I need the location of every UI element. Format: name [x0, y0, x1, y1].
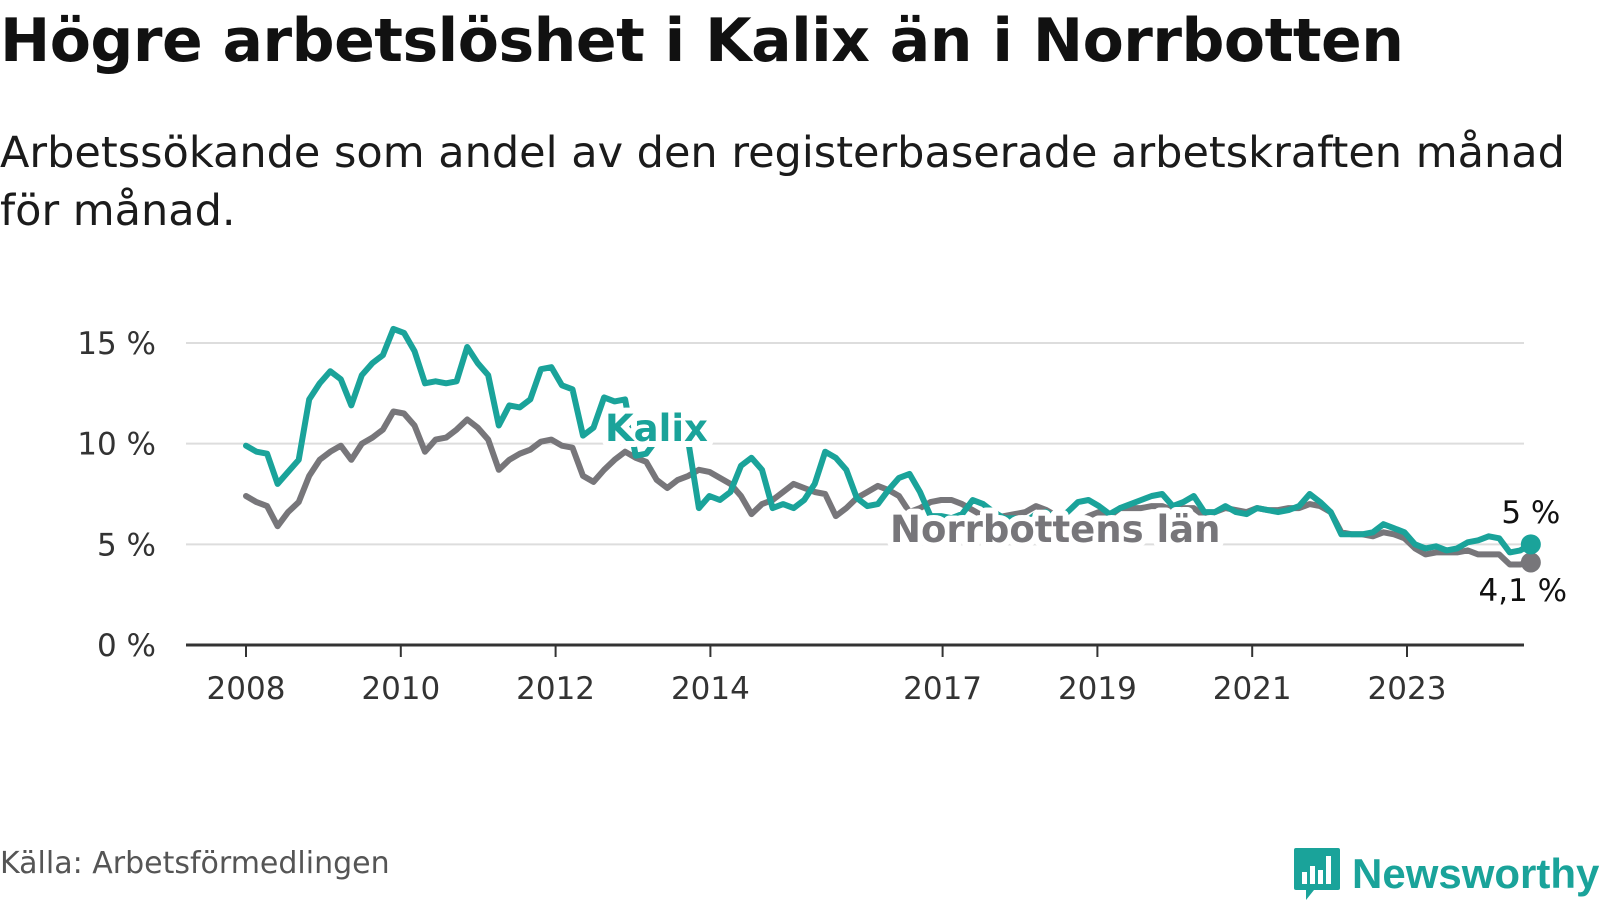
x-tick-label: 2012 — [516, 671, 595, 707]
x-tick-label: 2023 — [1368, 671, 1447, 707]
norrbotten-series-label-halo: Norrbottens län — [890, 508, 1221, 551]
norrbotten-end-value-label: 4,1 % — [1479, 573, 1568, 609]
x-tick-label: 2014 — [671, 671, 750, 707]
x-tick-label: 2010 — [361, 671, 440, 707]
x-tick-label: 2017 — [903, 671, 982, 707]
x-axis-ticks: 2008 2010 2012 2014 2017 2019 2021 2023 — [207, 645, 1447, 707]
brand[interactable]: Newsworthy — [1292, 846, 1599, 902]
y-tick-label: 0 % — [97, 628, 156, 664]
kalix-end-value-label: 5 % — [1501, 495, 1560, 531]
norrbotten-end-point — [1520, 552, 1541, 573]
x-tick-label: 2008 — [207, 671, 286, 707]
series-lines — [243, 325, 1541, 573]
x-tick-label: 2021 — [1213, 671, 1292, 707]
y-tick-label: 10 % — [77, 427, 156, 463]
chart-subtitle: Arbetssökande som andel av den registerb… — [0, 128, 1565, 236]
kalix-series-line — [243, 325, 1534, 556]
kalix-series-label: Kalix — [605, 407, 708, 450]
y-tick-label: 15 % — [77, 326, 156, 362]
y-tick-label: 5 % — [97, 527, 156, 563]
source-note: Källa: Arbetsförmedlingen — [0, 846, 390, 881]
norrbotten-series-label: Norrbottens län — [890, 508, 1221, 551]
kalix-end-point — [1520, 534, 1541, 555]
chart-title: Högre arbetslöshet i Kalix än i Norrbott… — [0, 6, 1404, 76]
kalix-series-label-halo: Kalix — [605, 407, 708, 450]
y-axis-ticks: 0 % 5 % 10 % 15 % — [77, 326, 156, 664]
gridlines — [186, 342, 1524, 546]
brand-name: Newsworthy — [1352, 850, 1600, 897]
x-tick-label: 2019 — [1058, 671, 1137, 707]
newsworthy-logo-icon — [1294, 848, 1340, 900]
